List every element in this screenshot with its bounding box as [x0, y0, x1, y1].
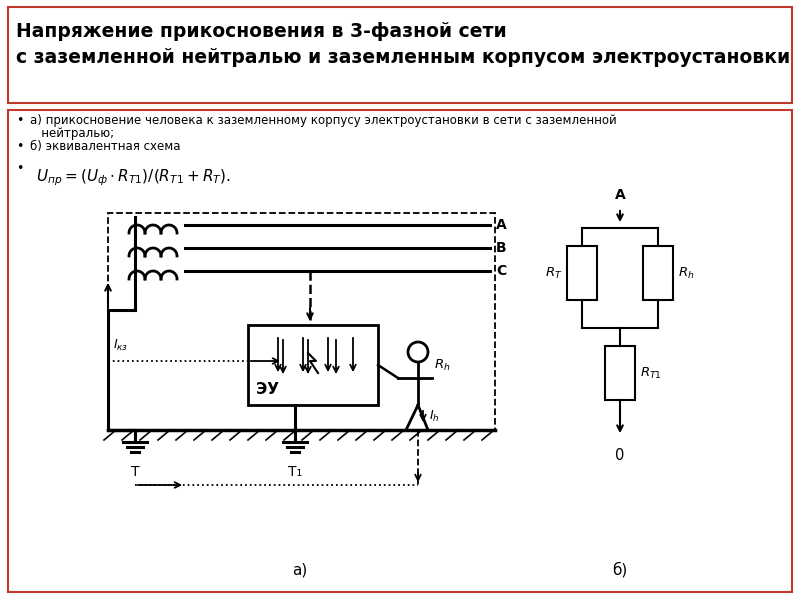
Text: Напряжение прикосновения в 3-фазной сети: Напряжение прикосновения в 3-фазной сети	[16, 22, 506, 41]
Text: •: •	[16, 114, 23, 127]
Text: $I_h$: $I_h$	[429, 409, 440, 424]
Text: $R_h$: $R_h$	[678, 265, 694, 281]
Text: нейтралью;: нейтралью;	[30, 127, 114, 140]
Text: б): б)	[612, 562, 628, 578]
Text: б) эквивалентная схема: б) эквивалентная схема	[30, 140, 181, 153]
Text: C: C	[496, 264, 506, 278]
Text: •: •	[16, 140, 23, 153]
Text: •: •	[16, 162, 23, 175]
Text: ЭУ: ЭУ	[256, 382, 279, 397]
Bar	[8, 7, 792, 103]
Text: B: B	[496, 241, 506, 255]
Bar	[643, 246, 673, 300]
Text: а) прикосновение человека к заземленному корпусу электроустановки в сети с зазем: а) прикосновение человека к заземленному…	[30, 114, 617, 127]
Text: $R_{T1}$: $R_{T1}$	[640, 365, 662, 380]
Text: T₁: T₁	[288, 465, 302, 479]
Bar	[605, 346, 635, 400]
Bar	[108, 213, 495, 430]
Circle shape	[408, 342, 428, 362]
Text: с заземленной нейтралью и заземленным корпусом электроустановки: с заземленной нейтралью и заземленным ко…	[16, 48, 790, 67]
Text: A: A	[614, 188, 626, 202]
Text: T: T	[130, 465, 139, 479]
Bar	[8, 110, 792, 592]
Text: A: A	[496, 218, 506, 232]
Text: $I_{кз}$: $I_{кз}$	[113, 338, 128, 353]
Bar	[248, 325, 378, 405]
Text: а): а)	[292, 563, 308, 577]
Text: $R_T$: $R_T$	[545, 265, 562, 281]
Text: 0: 0	[615, 448, 625, 463]
Bar	[567, 246, 597, 300]
Text: $U_{пр} = (U_{ф} \cdot R_{T1}) / (R_{T1} + R_{T}).$: $U_{пр} = (U_{ф} \cdot R_{T1}) / (R_{T1}…	[36, 167, 231, 188]
Text: $R_h$: $R_h$	[434, 358, 450, 373]
